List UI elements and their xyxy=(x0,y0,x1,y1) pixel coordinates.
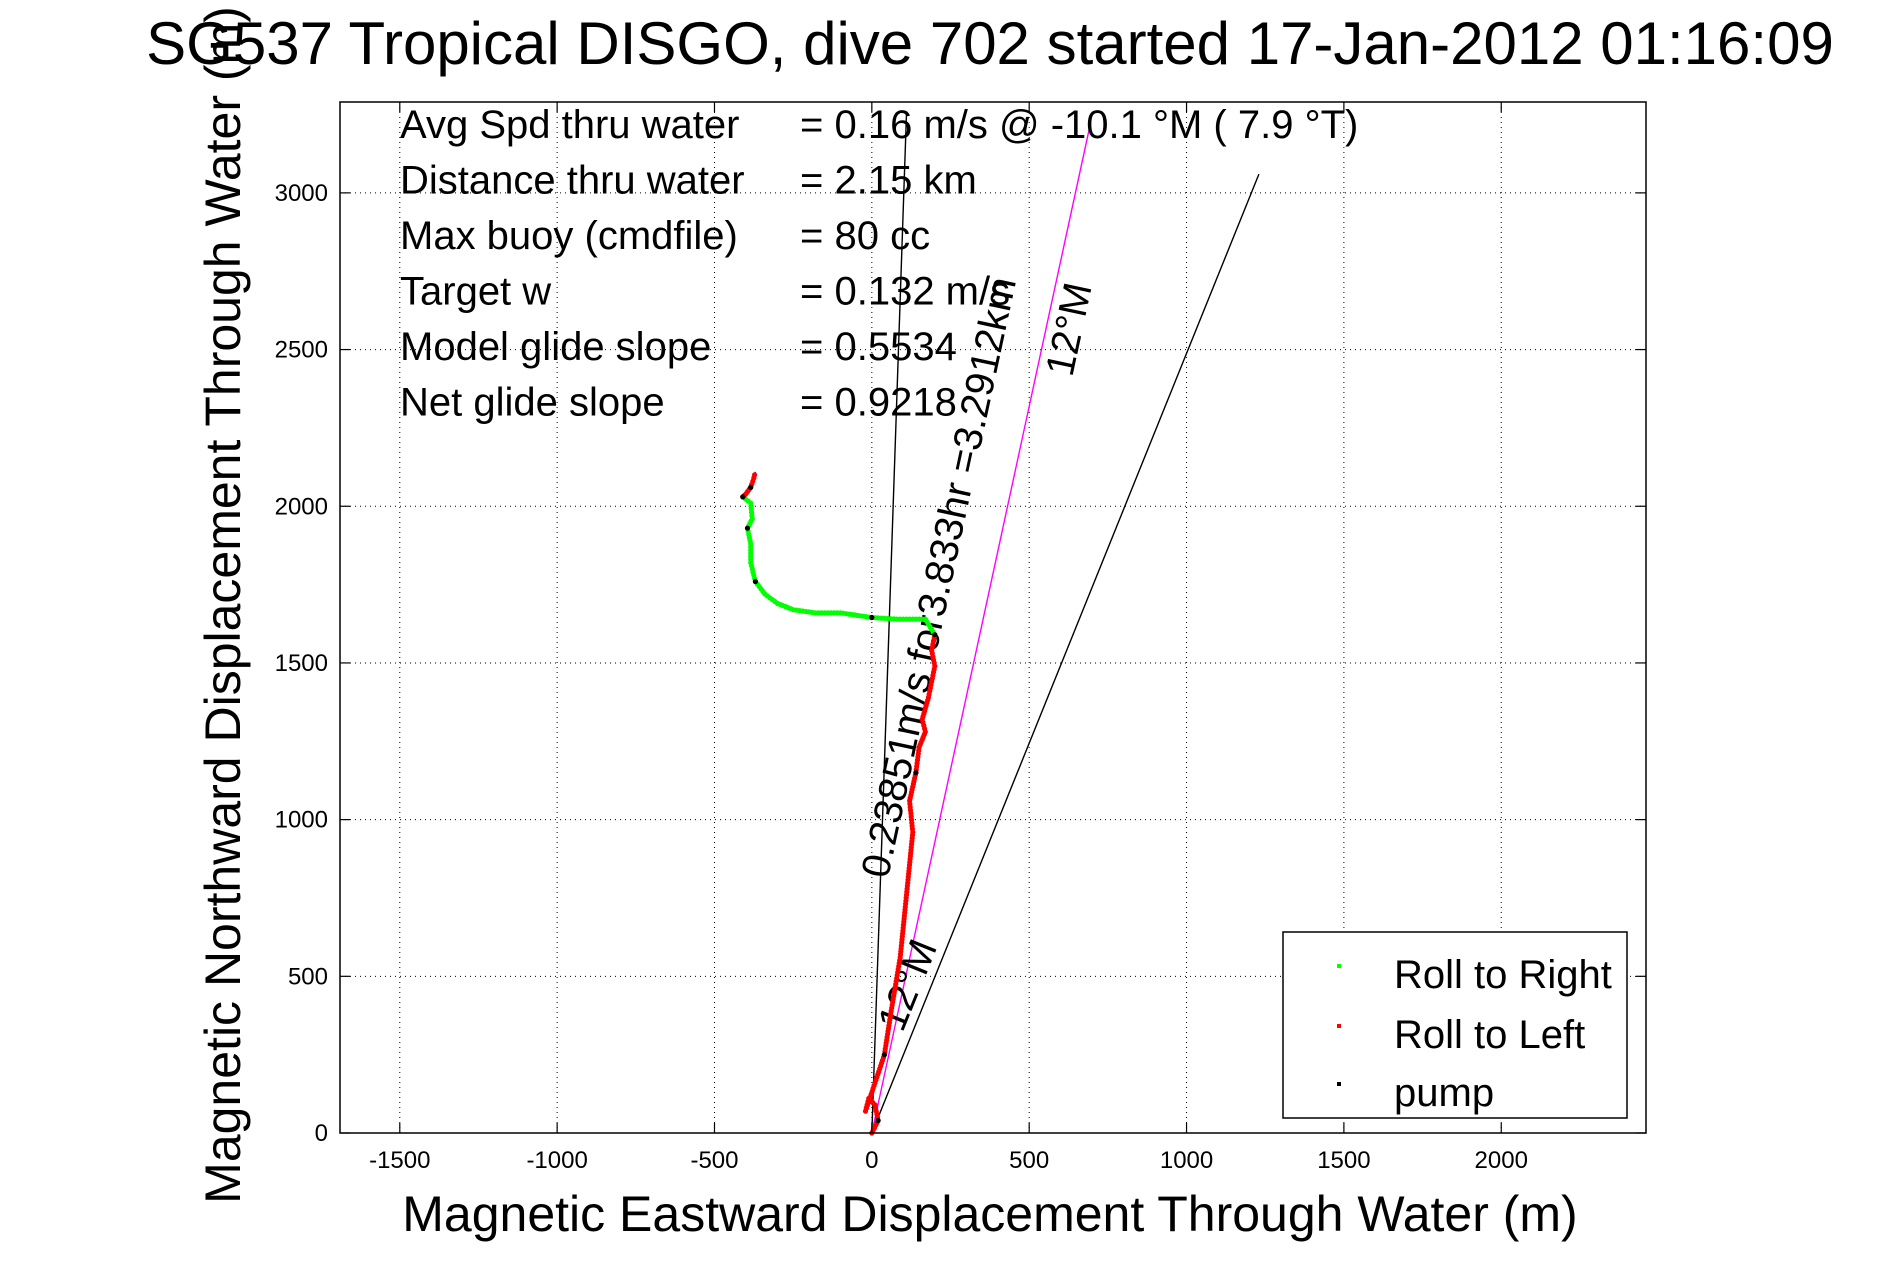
chart-title: SG537 Tropical DISGO, dive 702 started 1… xyxy=(146,10,1834,77)
stat-value: = 0.9218 xyxy=(800,381,957,425)
stat-value: = 0.132 m/s xyxy=(800,270,1010,314)
reference-line-course xyxy=(871,130,1090,1134)
y-tick-label: 0 xyxy=(315,1120,328,1147)
stat-value: = 0.5534 xyxy=(800,325,957,369)
legend-label-roll-right: Roll to Right xyxy=(1394,953,1612,997)
stat-label: Target w xyxy=(400,270,551,314)
track-point-pump xyxy=(881,1052,888,1058)
stat-label: Avg Spd thru water xyxy=(400,103,739,147)
y-tick-label: 3000 xyxy=(275,180,328,207)
legend: Roll to Right Roll to Left pump xyxy=(1282,931,1628,1119)
track-point-pump xyxy=(740,494,746,500)
y-tick-label: 1500 xyxy=(275,650,328,677)
track-point-pump xyxy=(875,1117,881,1124)
x-tick-label: -1500 xyxy=(369,1147,430,1174)
x-tick-label: -500 xyxy=(690,1147,738,1174)
x-axis-label: Magnetic Eastward Displacement Through W… xyxy=(402,1186,1577,1242)
x-tick-label: 2000 xyxy=(1475,1147,1528,1174)
stat-label: Max buoy (cmdfile) xyxy=(400,214,738,258)
x-tick-label: 500 xyxy=(1009,1147,1049,1174)
y-tick-label: 500 xyxy=(288,963,328,990)
track-point-pump xyxy=(744,525,751,531)
legend-marker-roll-right xyxy=(1337,964,1341,968)
track-point-roll-left xyxy=(752,472,758,478)
x-tick-label: -1000 xyxy=(526,1147,587,1174)
reference-line-plus12 xyxy=(871,173,1260,1134)
track xyxy=(740,471,938,1136)
track-point-pump xyxy=(748,484,754,490)
x-tick-label: 1000 xyxy=(1160,1147,1213,1174)
legend-label-pump: pump xyxy=(1394,1071,1494,1115)
stat-label: Distance thru water xyxy=(400,159,745,203)
stat-label: Net glide slope xyxy=(400,381,665,425)
legend-marker-roll-left xyxy=(1337,1024,1341,1028)
y-tick-label: 2000 xyxy=(275,493,328,520)
track-point-pump xyxy=(932,632,938,638)
track-point-pump xyxy=(869,614,875,621)
legend-marker-pump xyxy=(1337,1082,1341,1086)
plot-frame xyxy=(339,101,1647,1134)
track-point-pump xyxy=(752,578,759,585)
y-tick-label: 2500 xyxy=(275,337,328,364)
x-tick-label: 1500 xyxy=(1317,1147,1370,1174)
stat-value: = 0.16 m/s @ -10.1 °M ( 7.9 °T) xyxy=(800,103,1358,147)
stat-value: = 80 cc xyxy=(800,214,930,258)
stat-value: = 2.15 km xyxy=(800,159,977,203)
y-tick-label: 1000 xyxy=(275,807,328,834)
y-axis-label: Magnetic Northward Displacement Through … xyxy=(195,6,251,1204)
track-point-pump xyxy=(913,770,919,776)
legend-label-roll-left: Roll to Left xyxy=(1394,1013,1585,1057)
reference-line-minus12 xyxy=(871,114,908,1134)
x-tick-label: 0 xyxy=(865,1147,878,1174)
ticks: -1500 -1000 -500 0 500 1000 1500 2000 0 500 1000 15… xyxy=(275,102,1646,1174)
stat-label: Model glide slope xyxy=(400,325,711,369)
stats-block: Avg Spd thru water = 0.16 m/s @ -10.1 °M … xyxy=(400,103,1358,425)
